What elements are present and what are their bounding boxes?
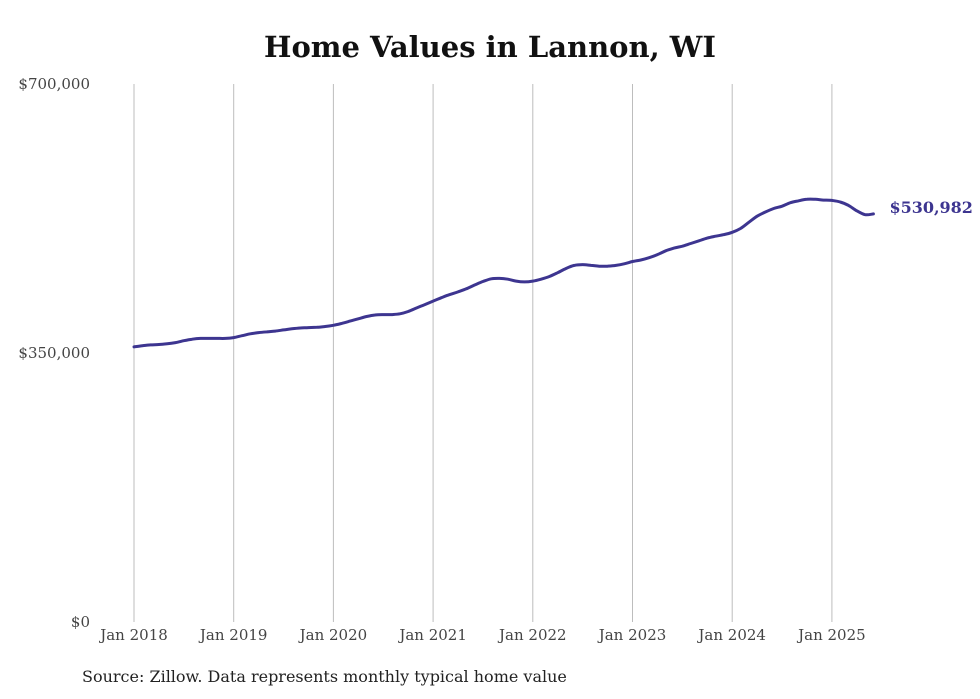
- y-tick-label: $350,000: [18, 344, 90, 362]
- x-tick-label: Jan 2021: [397, 626, 467, 644]
- y-tick-label: $0: [71, 613, 90, 631]
- x-tick-label: Jan 2018: [98, 626, 168, 644]
- series-line: [132, 197, 875, 349]
- x-tick-label: Jan 2025: [796, 626, 866, 644]
- y-axis-ticks: $0 $350,000 $700,000: [18, 75, 90, 631]
- x-tick-label: Jan 2022: [497, 626, 567, 644]
- source-note: Source: Zillow. Data represents monthly …: [82, 667, 567, 686]
- x-axis-ticks: Jan 2018 Jan 2019 Jan 2020 Jan 2021 Jan 2022…: [98, 626, 865, 644]
- x-tick-label: Jan 2019: [198, 626, 268, 644]
- gridlines: [133, 84, 833, 622]
- y-tick-label: $700,000: [18, 75, 90, 93]
- x-tick-label: Jan 2024: [696, 626, 766, 644]
- chart-title: Home Values in Lannon, WI: [264, 30, 716, 64]
- x-tick-label: Jan 2023: [597, 626, 667, 644]
- end-value-label: $530,982: [889, 198, 973, 217]
- series-layer: $530,982: [132, 197, 973, 349]
- x-tick-label: Jan 2020: [298, 626, 368, 644]
